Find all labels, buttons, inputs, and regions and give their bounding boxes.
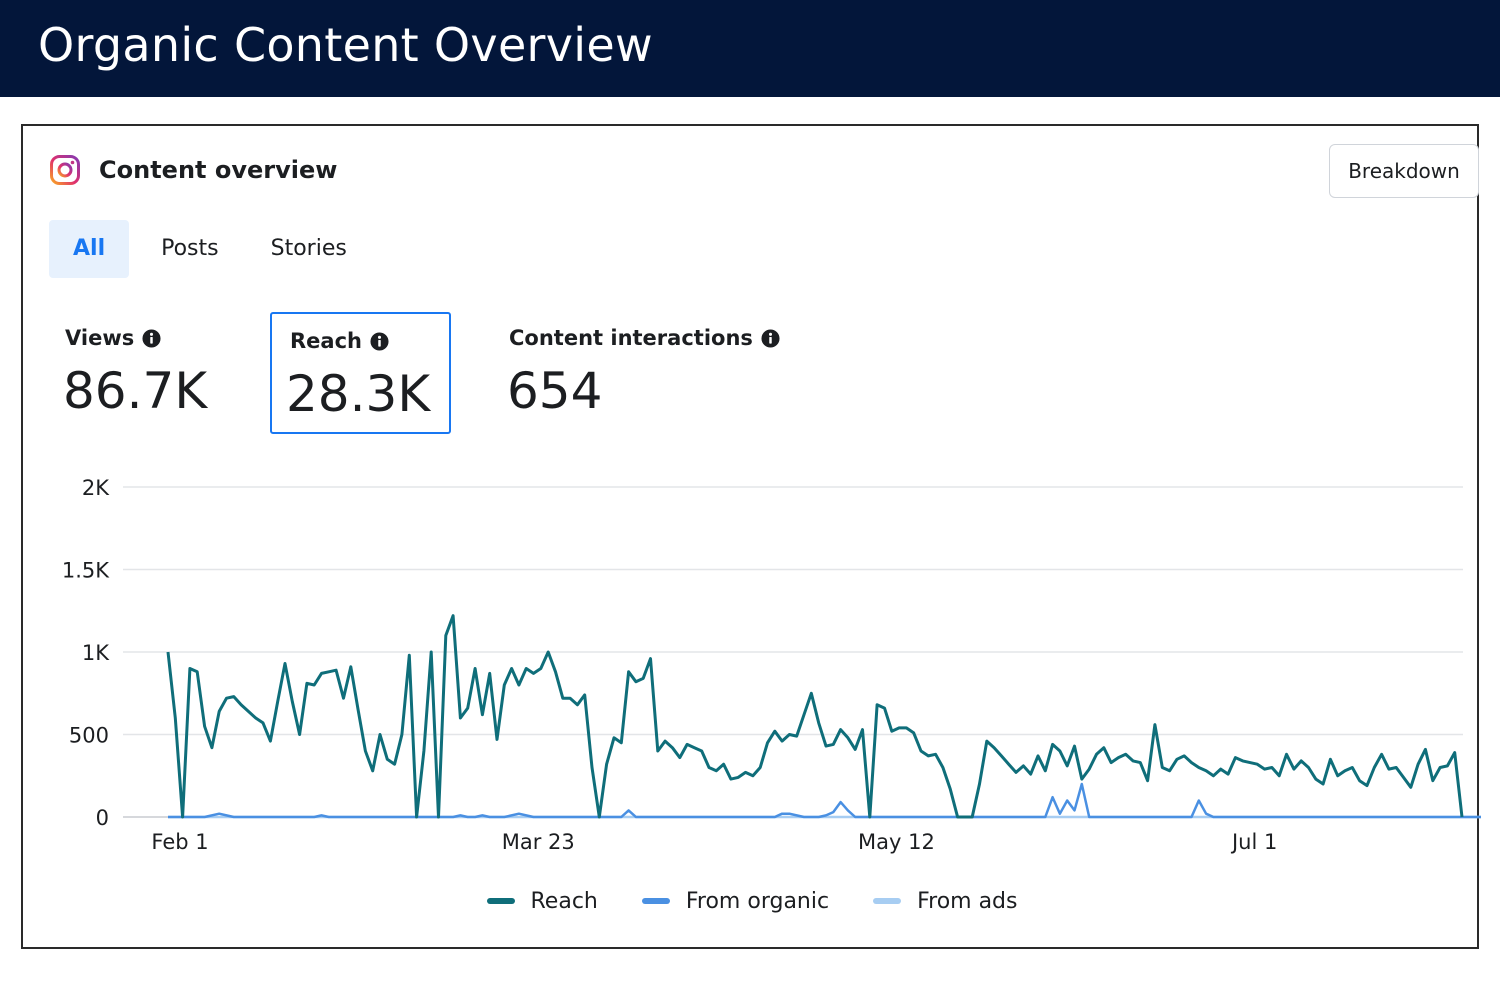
metric-interactions-label: Content interactions (509, 326, 753, 350)
metric-interactions-label-row: Content interactions (509, 326, 780, 350)
y-tick-label: 0 (96, 806, 109, 830)
metric-views-value: 86.7K (63, 362, 208, 420)
metric-interactions-value: 654 (507, 362, 603, 420)
tab-stories[interactable]: Stories (270, 236, 347, 261)
legend-label-from-ads: From ads (917, 888, 1018, 914)
instagram-icon (49, 154, 81, 186)
legend-label-from-organic: From organic (685, 888, 830, 914)
tab-posts[interactable]: Posts (161, 236, 219, 261)
info-icon[interactable] (142, 328, 161, 348)
y-tick-label: 1.5K (62, 559, 110, 583)
page-header: Organic Content Overview (0, 0, 1500, 97)
content-type-tabs: All Posts Stories (49, 220, 379, 278)
chart-canvas: 0 500 1K 1.5K 2K Feb 1 Mar 23 May 12 Jul 1 (62, 476, 1481, 854)
metric-reach-value: 28.3K (286, 365, 431, 423)
x-tick-label: May 12 (858, 830, 935, 854)
content-overview-card: Content overview Breakdown All Posts Sto… (21, 124, 1481, 949)
legend-label-reach: Reach (530, 888, 598, 914)
info-icon[interactable] (370, 331, 389, 351)
reach-line (166, 614, 1464, 819)
y-tick-label: 500 (69, 724, 109, 748)
y-tick-label: 1K (82, 641, 110, 665)
page-title: Organic Content Overview (38, 18, 653, 72)
card-title: Content overview (99, 156, 338, 184)
legend-item-from-organic[interactable]: From organic (641, 888, 830, 914)
metric-reach-label-row: Reach (290, 329, 389, 353)
y-tick-label: 2K (82, 476, 110, 500)
metric-views-label-row: Views (65, 326, 161, 350)
from-organic-line (168, 782, 1481, 819)
x-tick-label: Mar 23 (502, 830, 575, 854)
breakdown-button[interactable]: Breakdown (1329, 144, 1479, 198)
x-tick-label: Feb 1 (151, 830, 208, 854)
metric-reach-label: Reach (290, 329, 362, 353)
metric-views[interactable]: Views 86.7K (49, 312, 249, 434)
metric-content-interactions[interactable]: Content interactions 654 (493, 312, 793, 434)
x-tick-label: Jul 1 (1230, 830, 1277, 854)
legend-swatch-reach (486, 898, 515, 904)
legend-swatch-from-organic (641, 898, 670, 904)
tab-all[interactable]: All (49, 220, 130, 278)
card-heading: Content overview (49, 152, 337, 188)
info-icon[interactable] (761, 328, 780, 348)
legend-item-from-ads[interactable]: From ads (873, 888, 1018, 914)
reach-line-chart: 0 500 1K 1.5K 2K Feb 1 Mar 23 May 12 Jul 1 (23, 466, 1481, 946)
legend-swatch-from-ads (873, 898, 902, 904)
metric-reach[interactable]: Reach 28.3K (270, 312, 451, 434)
legend-item-reach[interactable]: Reach (486, 888, 598, 914)
metric-views-label: Views (65, 326, 135, 350)
chart-legend: Reach From organic From ads (23, 883, 1481, 919)
